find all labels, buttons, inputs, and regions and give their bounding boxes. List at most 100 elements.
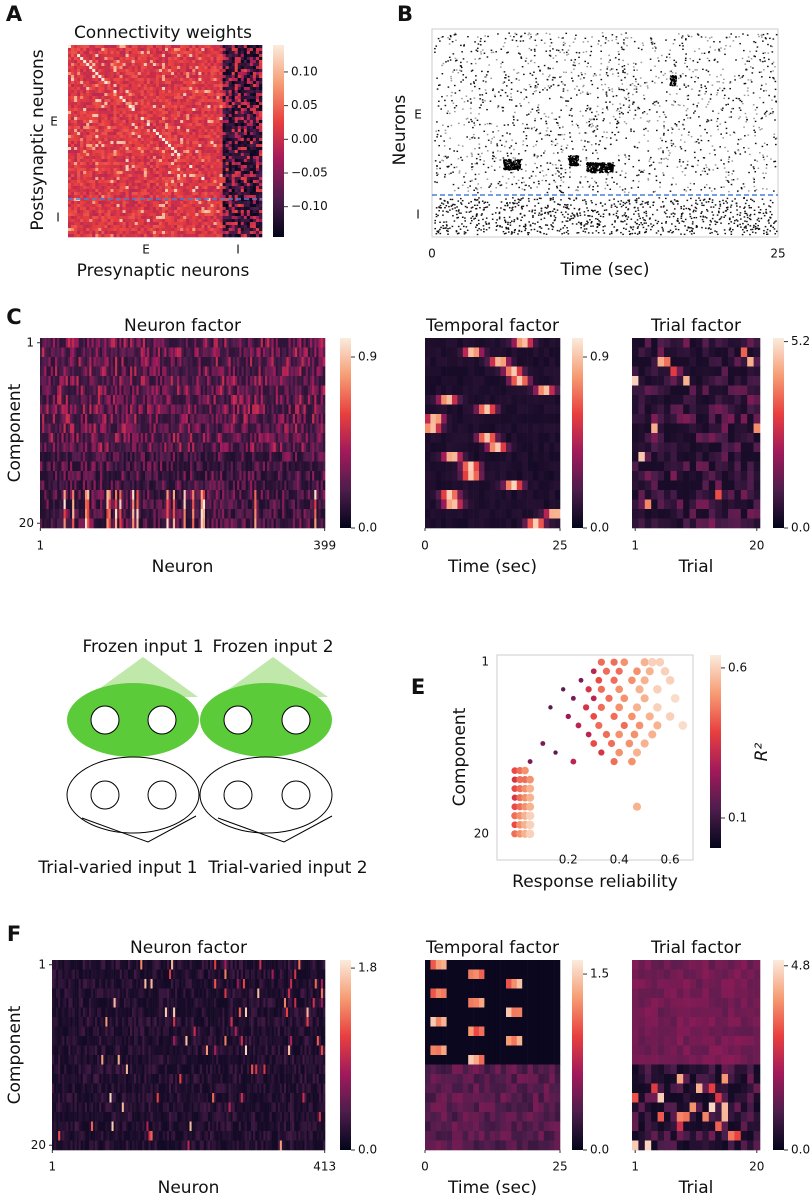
heatmap-cell [152,114,157,118]
spike [435,45,438,47]
heatmap-cell [71,90,75,94]
heatmap-cell [161,75,166,79]
heatmap-cell [125,225,129,229]
heatmap-cell [231,138,236,142]
spike [545,50,548,52]
spike [550,140,553,142]
spike [705,90,707,93]
heatmap-cell [110,171,114,175]
spike [725,179,728,182]
heatmap-cell [204,129,208,133]
heatmap-cell [192,201,196,205]
heatmap-cell [143,135,148,139]
heatmap-cell [246,102,251,106]
heatmap-cell [228,231,232,235]
spike [671,71,674,74]
heatmap-cell [74,51,78,55]
heatmap-cell [77,192,81,196]
heatmap-cell [86,135,90,139]
heatmap-cell [86,183,90,187]
heatmap-cell [177,57,181,61]
heatmap-cell [231,210,236,214]
heatmap-cell [92,93,96,97]
heatmap-cell [255,126,260,130]
spike [766,33,769,35]
heatmap-cell [189,120,193,124]
spike [436,181,438,184]
heatmap-cell [101,75,105,79]
heatmap-cell [177,129,181,133]
heatmap-cell [107,99,111,103]
heatmap-cell [252,207,257,211]
heatmap-cell [189,159,193,163]
heatmap-cell [149,63,154,67]
heatmap-cell [89,135,93,139]
heatmap-cell [183,180,187,184]
heatmap-cell [125,78,129,82]
heatmap-cell [222,72,226,76]
heatmap-cell [174,48,178,52]
heatmap-cell [180,210,184,214]
spike [470,166,473,168]
spike [481,94,484,96]
heatmap-cell [216,96,220,100]
heatmap-cell [234,48,239,52]
heatmap-cell [219,207,223,211]
heatmap-cell [207,45,211,49]
heatmap-cell [234,147,239,151]
heatmap-cell [201,54,205,58]
heatmap-cell [95,207,99,211]
heatmap-cell [177,201,181,205]
heatmap-cell [219,117,223,121]
heatmap-cell [92,102,96,106]
heatmap-cell [255,222,260,226]
heatmap-cell [116,51,120,55]
heatmap-cell [80,141,84,145]
heatmap-cell [249,153,254,157]
heatmap-cell [237,96,242,100]
spike [546,162,549,164]
heatmap-cell [92,228,96,232]
connectivity-heatmap [68,45,263,238]
heatmap-cell [231,222,236,226]
spike [740,100,743,103]
heatmap-cell [134,216,139,220]
spike [649,37,652,39]
heatmap-cell [77,225,81,229]
heatmap-cell [240,234,245,238]
spike [640,48,643,51]
heatmap-cell [98,192,102,196]
heatmap-cell [243,105,248,109]
heatmap-cell [183,54,187,58]
x-tick-label: E [142,243,150,257]
heatmap-cell [243,90,248,94]
heatmap-cell [219,183,223,187]
heatmap-cell [168,111,172,115]
heatmap-cell [219,225,223,229]
heatmap-cell [222,45,226,49]
heatmap-cell [258,234,263,238]
heatmap-cell [258,111,263,115]
heatmap-cell [86,189,90,193]
heatmap-cell [146,114,151,118]
heatmap-cell [225,150,229,154]
spike [625,32,627,34]
heatmap-cell [137,138,142,142]
heatmap-cell [240,84,245,88]
spike [713,149,716,151]
heatmap-cell [174,156,178,160]
heatmap-cell [71,60,75,64]
heatmap-cell [234,222,239,226]
heatmap-cell [174,105,178,109]
heatmap-cell [243,219,248,223]
heatmap-cell [116,153,120,157]
spike [530,59,533,62]
heatmap-cell [174,63,178,67]
heatmap-cell [143,231,148,235]
heatmap-cell [258,216,263,220]
spike [624,37,627,39]
spike [454,60,457,62]
heatmap-cell [183,105,187,109]
heatmap-cell [207,165,211,169]
spike [526,144,528,147]
